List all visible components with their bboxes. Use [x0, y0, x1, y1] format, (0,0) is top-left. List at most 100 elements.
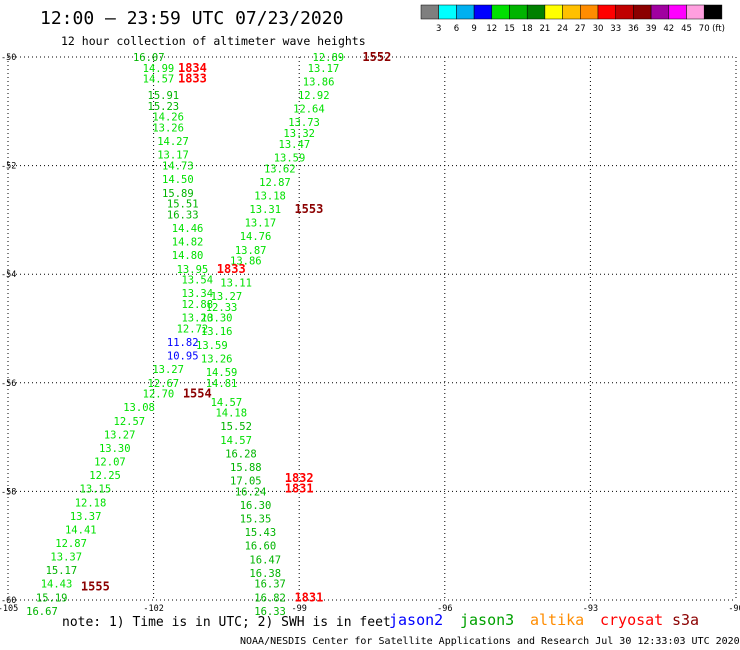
swh-value: 13.59	[274, 152, 306, 164]
swh-value: 13.17	[308, 63, 340, 75]
swh-value: 14.73	[162, 161, 194, 173]
swh-value: 14.82	[172, 237, 204, 249]
colorbar-label: 27	[575, 24, 586, 34]
lat-tick-label: -58	[1, 487, 16, 497]
swh-value: 13.26	[152, 123, 184, 135]
swh-value: 13.87	[235, 245, 267, 257]
swh-value: 14.43	[41, 579, 73, 591]
pass-time-label: 1553	[294, 202, 323, 216]
pass-time-label: 1833	[178, 72, 207, 86]
swh-value: 14.57	[220, 435, 252, 447]
swh-value: 13.27	[104, 429, 136, 441]
swh-value: 12.07	[94, 457, 126, 469]
lon-tick-label: -102	[143, 604, 163, 614]
swh-value: 11.82	[167, 337, 199, 349]
pass-time-label: 1554	[183, 387, 212, 401]
colorbar-label: 36	[628, 24, 639, 34]
swh-value: 15.51	[167, 199, 199, 211]
pass-time-label: 1834	[178, 61, 207, 75]
colorbar-label: 70	[699, 24, 710, 34]
pass-time-label: 1831	[294, 590, 323, 604]
swh-value: 14.99	[143, 63, 175, 75]
swh-value: 12.88	[181, 299, 213, 311]
swh-value: 15.23	[148, 101, 180, 113]
swh-value: 14.46	[172, 223, 204, 235]
swh-value: 17.05	[230, 476, 262, 488]
swh-value: 14.27	[157, 136, 189, 148]
swh-value: 12.57	[114, 416, 146, 428]
swh-value: 15.19	[36, 592, 68, 604]
swh-value: 12.25	[89, 470, 121, 482]
lat-tick-label: -52	[1, 162, 16, 172]
credit-line: NOAA/NESDIS Center for Satellite Applica…	[240, 636, 740, 647]
satellite-legend: jason2 jason3 altika cryosat s3a	[389, 611, 699, 629]
lat-tick-label: -50	[1, 53, 16, 63]
swh-value: 13.86	[230, 256, 262, 268]
swh-value: 16.67	[26, 606, 58, 618]
swh-value: 13.17	[157, 150, 189, 162]
swh-value: 13.18	[254, 190, 286, 202]
colorbar-swatch	[509, 4, 528, 20]
lat-tick-label: -54	[1, 270, 16, 280]
colorbar-label: 21	[539, 24, 550, 34]
swh-value: 13.31	[249, 204, 281, 216]
swh-value: 13.54	[181, 275, 213, 287]
swh-value: 13.15	[80, 484, 112, 496]
swh-value: 12.89	[313, 52, 345, 64]
swh-value: 15.17	[46, 565, 78, 577]
swh-value: 14.50	[162, 174, 194, 186]
chart-title: 12:00 – 23:59 UTC 07/23/2020	[40, 8, 343, 29]
swh-value: 13.32	[283, 128, 315, 140]
colorbar-label: 3	[436, 24, 441, 34]
swh-value: 12.87	[259, 177, 291, 189]
satellite-jason3: jason3	[460, 611, 514, 629]
colorbar-label: 42	[663, 24, 674, 34]
colorbar-swatch	[456, 4, 475, 20]
swh-value: 13.59	[196, 340, 228, 352]
swh-value: 13.30	[99, 443, 131, 455]
latitude-tick-labels: -50 -52 -54 -56 -58 -60	[1, 53, 16, 606]
swh-value: 12.92	[298, 90, 330, 102]
satellite-altika: altika	[530, 611, 584, 629]
colorbar-swatch	[473, 4, 493, 20]
pass-time-label: 1552	[362, 50, 391, 64]
swh-value: 16.24	[235, 486, 267, 498]
swh-value: 14.59	[206, 367, 238, 379]
satellite-jason2: jason2	[389, 611, 443, 629]
pass-time-label: 1832	[285, 471, 314, 485]
swh-value: 12.72	[177, 324, 209, 336]
swh-value: 15.91	[148, 90, 180, 102]
colorbar-swatch	[526, 4, 546, 20]
swh-value: 13.27	[211, 291, 243, 303]
swh-value: 12.67	[148, 378, 180, 390]
colorbar-label: 18	[522, 24, 533, 34]
colorbar-label: 12	[486, 24, 497, 34]
swh-value: 16.82	[254, 592, 286, 604]
swh-value: 14.81	[206, 378, 238, 390]
swh-value: 16.37	[254, 579, 286, 591]
lat-tick-label: -56	[1, 379, 16, 389]
swh-value: 14.41	[65, 524, 97, 536]
swh-value: 13.08	[123, 402, 155, 414]
colorbar-swatch	[633, 4, 652, 20]
swh-value: 12.64	[293, 104, 325, 116]
colorbar-swatch	[580, 4, 599, 20]
swh-value: 14.26	[152, 112, 184, 124]
colorbar-swatch	[544, 4, 563, 20]
swh-colorbar: 3 6 9 12 15 18 21 24 27 30 33 36 39 42 45 70 (ft)	[420, 4, 725, 34]
swh-value: 16.28	[225, 448, 257, 460]
swh-value: 14.80	[172, 250, 204, 262]
colorbar-swatch	[650, 4, 670, 20]
colorbar-label: 39	[646, 24, 657, 34]
pass-time-label: 1555	[81, 579, 110, 593]
swh-value: 13.27	[152, 364, 184, 376]
swh-value: 13.62	[264, 163, 296, 175]
swh-value: 15.89	[162, 188, 194, 200]
colorbar-swatch	[420, 4, 439, 20]
swh-value: 12.70	[143, 389, 175, 401]
colorbar-label: 33	[610, 24, 621, 34]
pass-time-label: 1831	[285, 482, 314, 496]
colorbar-swatch	[438, 4, 457, 20]
swh-value: 13.30	[201, 313, 233, 325]
swh-value: 13.95	[177, 264, 209, 276]
